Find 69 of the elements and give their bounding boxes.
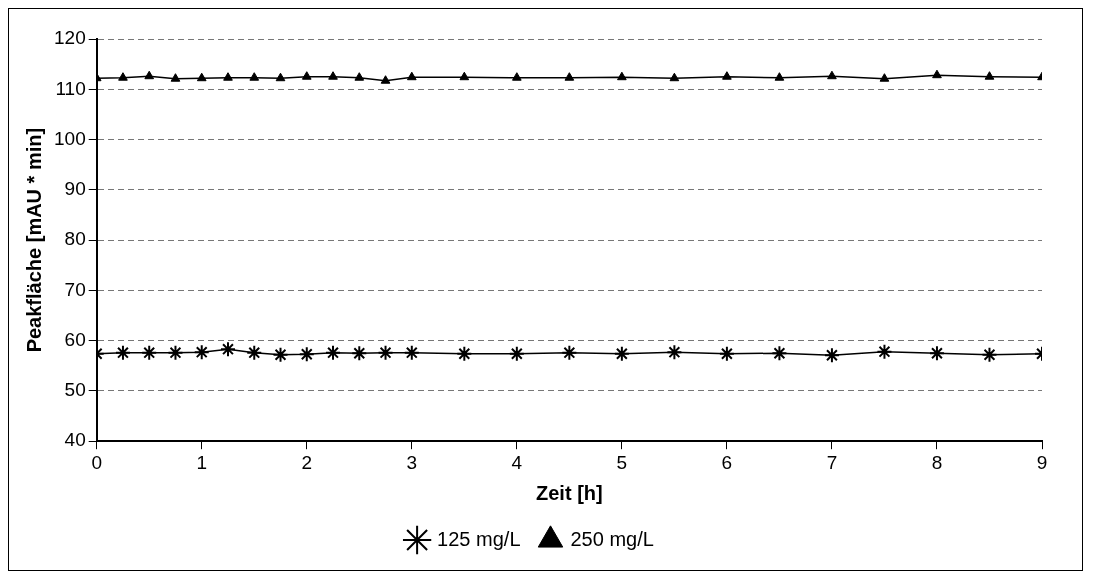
point <box>459 71 470 81</box>
point <box>246 344 263 361</box>
x-tick-label: 4 <box>511 451 523 473</box>
x-tick-label: 1 <box>196 451 208 473</box>
y-tick-label: 120 <box>54 27 86 49</box>
y-tick-label: 110 <box>55 77 86 99</box>
x-tick-label: 5 <box>616 451 628 473</box>
point <box>512 72 522 81</box>
point <box>666 344 683 361</box>
point <box>298 346 315 363</box>
point <box>456 345 473 362</box>
point <box>301 71 312 80</box>
point <box>771 345 788 362</box>
x-tick-label: 8 <box>931 451 943 473</box>
y-axis-title: Peakfläche [mAU * min] <box>22 127 45 353</box>
point <box>722 71 732 80</box>
y-tick-label: 60 <box>64 328 86 350</box>
point <box>928 345 945 362</box>
point <box>876 343 893 360</box>
point <box>193 344 210 361</box>
point <box>403 344 420 361</box>
point <box>249 72 260 81</box>
point <box>879 73 890 82</box>
point <box>325 344 342 361</box>
y-tick-label: 100 <box>54 127 86 149</box>
point <box>144 70 155 80</box>
point <box>932 69 942 79</box>
legend-label: 250 mg/L <box>570 527 654 550</box>
x-tick-label: 3 <box>406 451 418 473</box>
point <box>351 345 368 362</box>
point <box>984 71 995 80</box>
point <box>377 344 394 361</box>
x-tick-label: 7 <box>826 451 838 473</box>
point <box>328 71 338 80</box>
x-axis-title: Zeit [h] <box>536 481 603 504</box>
point <box>170 73 181 82</box>
y-tick-label: 70 <box>64 278 86 300</box>
point <box>406 71 417 81</box>
point <box>718 345 735 362</box>
x-tick-label: 9 <box>1036 451 1048 473</box>
point <box>669 72 680 82</box>
point <box>196 72 207 82</box>
x-tick-label: 0 <box>91 451 102 473</box>
point <box>219 341 236 358</box>
y-tick-label: 40 <box>64 429 86 451</box>
point <box>275 72 286 82</box>
point <box>354 72 365 81</box>
point <box>823 347 840 364</box>
y-tick-label: 80 <box>64 228 86 250</box>
point <box>167 344 184 361</box>
x-tick-label: 2 <box>301 451 313 473</box>
y-tick-label: 90 <box>64 178 86 200</box>
point <box>223 72 233 81</box>
point <box>380 75 391 84</box>
point <box>508 345 525 362</box>
x-tick-label: 6 <box>721 451 733 473</box>
point <box>564 72 575 81</box>
point <box>272 346 289 363</box>
point <box>613 345 630 362</box>
y-tick-label: 50 <box>64 379 86 401</box>
point <box>617 71 627 81</box>
point <box>981 346 998 363</box>
point <box>774 72 785 81</box>
point <box>114 344 131 361</box>
point <box>118 72 128 81</box>
point <box>827 70 837 80</box>
point <box>561 344 578 361</box>
point <box>141 344 158 361</box>
legend-label: 125 mg/L <box>437 527 521 550</box>
